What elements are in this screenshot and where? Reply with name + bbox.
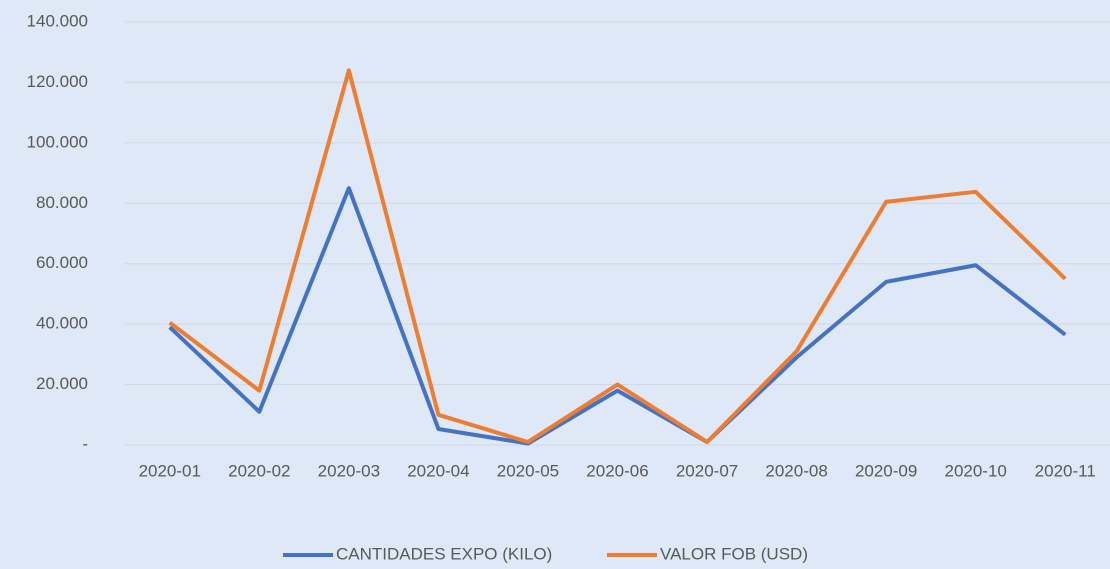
series-line	[168, 186, 1067, 446]
y-tick-label: 20.000	[36, 374, 88, 393]
y-tick-label: 80.000	[36, 193, 88, 212]
y-tick-label: 100.000	[27, 132, 88, 151]
series-line	[168, 68, 1067, 444]
x-tick-label: 2020-01	[139, 461, 201, 480]
x-tick-label: 2020-02	[228, 461, 290, 480]
x-tick-label: 2020-06	[586, 461, 648, 480]
x-tick-label: 2020-05	[497, 461, 559, 480]
x-tick-label: 2020-10	[944, 461, 1006, 480]
x-tick-label: 2020-11	[1035, 461, 1096, 480]
y-tick-label: 60.000	[36, 253, 88, 272]
x-tick-label: 2020-03	[318, 461, 380, 480]
legend-label: VALOR FOB (USD)	[660, 544, 808, 563]
legend-label: CANTIDADES EXPO (KILO)	[336, 544, 552, 563]
x-tick-label: 2020-08	[765, 461, 827, 480]
x-tick-label: 2020-09	[855, 461, 917, 480]
y-tick-label: 40.000	[36, 314, 88, 333]
y-tick-label: -	[82, 434, 88, 453]
x-tick-label: 2020-04	[407, 461, 469, 480]
y-tick-label: 120.000	[27, 72, 88, 91]
x-tick-label: 2020-07	[676, 461, 738, 480]
y-tick-label: 140.000	[27, 11, 88, 30]
